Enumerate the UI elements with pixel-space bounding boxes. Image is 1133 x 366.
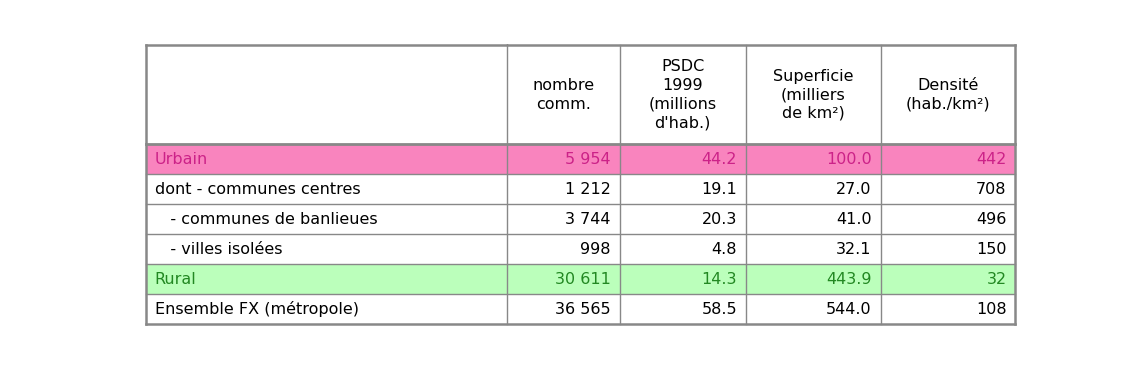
Bar — [620, 45, 746, 144]
Bar — [146, 204, 506, 234]
Bar — [146, 144, 506, 174]
Text: 30 611: 30 611 — [555, 272, 611, 287]
Bar — [506, 294, 620, 324]
Text: Superficie
(milliers
de km²): Superficie (milliers de km²) — [773, 69, 853, 121]
Text: nombre
comm.: nombre comm. — [533, 78, 595, 112]
Text: Urbain: Urbain — [155, 152, 208, 167]
Bar — [506, 204, 620, 234]
Bar — [506, 144, 620, 174]
Text: 36 565: 36 565 — [555, 302, 611, 317]
Bar — [620, 144, 746, 174]
Bar — [146, 264, 506, 294]
Text: 150: 150 — [976, 242, 1006, 257]
Bar — [746, 174, 880, 204]
Text: 1 212: 1 212 — [565, 182, 611, 197]
Bar — [880, 174, 1015, 204]
Bar — [620, 264, 746, 294]
Bar — [746, 264, 880, 294]
Text: 496: 496 — [977, 212, 1006, 227]
Bar — [146, 174, 506, 204]
Bar — [880, 144, 1015, 174]
Bar — [746, 204, 880, 234]
Bar — [620, 234, 746, 264]
Text: 5 954: 5 954 — [565, 152, 611, 167]
Text: 544.0: 544.0 — [826, 302, 871, 317]
Text: Densité
(hab./km²): Densité (hab./km²) — [905, 78, 990, 112]
Bar — [746, 144, 880, 174]
Bar — [620, 174, 746, 204]
Bar — [506, 234, 620, 264]
Bar — [880, 294, 1015, 324]
Text: Rural: Rural — [155, 272, 196, 287]
Bar — [880, 234, 1015, 264]
Bar — [746, 294, 880, 324]
Text: 19.1: 19.1 — [701, 182, 738, 197]
Text: 108: 108 — [976, 302, 1006, 317]
Bar — [506, 174, 620, 204]
Bar — [506, 264, 620, 294]
Bar — [620, 294, 746, 324]
Text: 32: 32 — [987, 272, 1006, 287]
Bar — [146, 45, 506, 144]
Bar — [620, 204, 746, 234]
Text: dont - communes centres: dont - communes centres — [155, 182, 360, 197]
Text: 41.0: 41.0 — [836, 212, 871, 227]
Bar — [506, 45, 620, 144]
Text: 998: 998 — [580, 242, 611, 257]
Text: 58.5: 58.5 — [701, 302, 738, 317]
Text: 442: 442 — [977, 152, 1006, 167]
Text: 3 744: 3 744 — [565, 212, 611, 227]
Text: 4.8: 4.8 — [712, 242, 738, 257]
Bar — [746, 45, 880, 144]
Bar — [146, 234, 506, 264]
Text: PSDC
1999
(millions
d'hab.): PSDC 1999 (millions d'hab.) — [649, 59, 717, 130]
Text: 443.9: 443.9 — [826, 272, 871, 287]
Text: 708: 708 — [976, 182, 1006, 197]
Text: 100.0: 100.0 — [826, 152, 871, 167]
Bar — [880, 45, 1015, 144]
Bar — [746, 234, 880, 264]
Bar — [880, 204, 1015, 234]
Text: 32.1: 32.1 — [836, 242, 871, 257]
Text: 14.3: 14.3 — [701, 272, 738, 287]
Text: Ensemble FX (métropole): Ensemble FX (métropole) — [155, 301, 359, 317]
Text: - communes de banlieues: - communes de banlieues — [155, 212, 377, 227]
Text: - villes isolées: - villes isolées — [155, 242, 282, 257]
Text: 44.2: 44.2 — [701, 152, 738, 167]
Bar — [146, 294, 506, 324]
Text: 20.3: 20.3 — [701, 212, 738, 227]
Text: 27.0: 27.0 — [836, 182, 871, 197]
Bar — [880, 264, 1015, 294]
